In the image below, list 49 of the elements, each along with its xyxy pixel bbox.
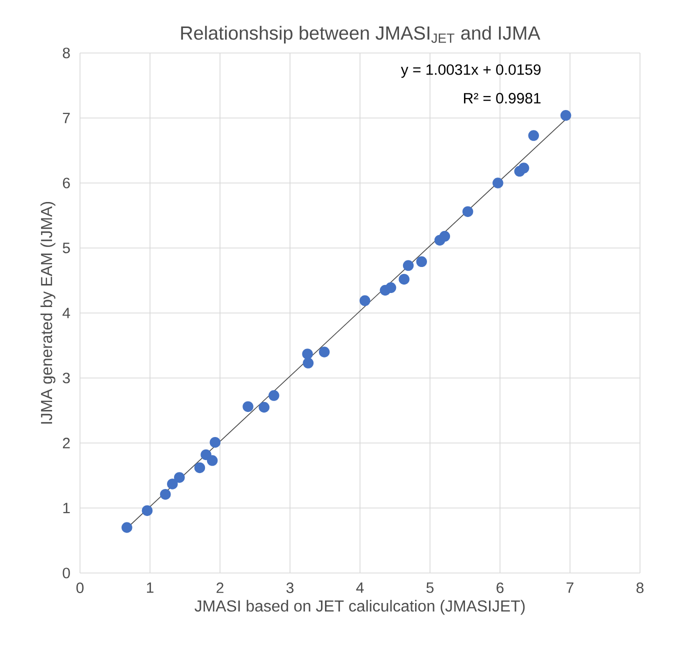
y-tick-label: 6: [62, 178, 70, 188]
x-tick-label: 7: [566, 582, 574, 593]
point: [560, 110, 572, 121]
point: [206, 455, 218, 466]
y-tick-label: 2: [62, 438, 70, 448]
point: [160, 488, 171, 500]
point: [385, 282, 396, 294]
x-axis-title: JMASI based on JET caliculcation (JMASIJET): [194, 600, 525, 615]
point: [200, 449, 212, 460]
point: [302, 358, 314, 368]
y-tick-label: 5: [62, 242, 70, 254]
x-tick-label: 0: [76, 582, 84, 594]
point: [167, 478, 178, 490]
x-tick-label: 4: [356, 582, 364, 593]
x-tick-label: 3: [286, 582, 294, 594]
point: [398, 274, 410, 285]
y-axis-title: IJMA generated by EAM (IJMA): [40, 202, 56, 424]
point: [142, 505, 153, 516]
point: [194, 462, 206, 474]
point: [528, 130, 539, 141]
point: [210, 436, 220, 448]
point: [122, 522, 132, 533]
y-tick-label: 1: [63, 502, 70, 514]
y-tick-label: 3: [62, 372, 70, 384]
point: [462, 206, 474, 217]
point: [439, 230, 450, 242]
point: [416, 256, 427, 268]
y-tick-label: 4: [62, 308, 70, 318]
y-tick-label: 7: [62, 112, 70, 124]
x-tick-label: 1: [146, 582, 154, 593]
y-tick-label: 8: [62, 48, 70, 58]
point: [518, 162, 530, 174]
point: [302, 348, 313, 360]
y-tick-label: 0: [62, 568, 70, 578]
x-tick-label: 6: [496, 582, 504, 594]
annotation: R² = 0.9981: [464, 92, 541, 104]
x-tick-label: 8: [636, 582, 644, 594]
point: [258, 402, 270, 413]
point: [402, 260, 414, 271]
point: [268, 390, 280, 401]
x-tick-label: 2: [216, 582, 224, 593]
point: [174, 472, 185, 483]
annotation: y = 1.0031x + 0.0159: [400, 64, 541, 78]
x-tick-label: 5: [426, 582, 434, 593]
point: [360, 295, 370, 306]
point: [492, 178, 504, 188]
point: [318, 346, 330, 358]
point: [242, 401, 254, 412]
chart-title: Relationshsip between JMASI$_{JET}$ and IJMA: [181, 26, 540, 44]
